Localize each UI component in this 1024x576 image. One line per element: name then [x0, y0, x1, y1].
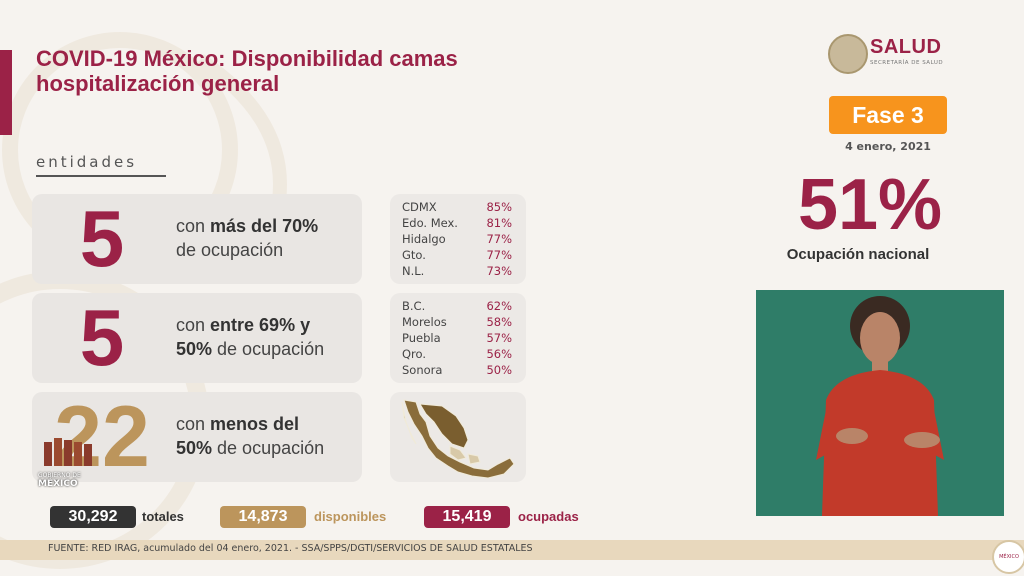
state-name: Sonora: [402, 363, 443, 377]
phase-badge: Fase 3: [829, 96, 947, 134]
group-card-under-50: 22 con menos del 50% de ocupación: [32, 388, 362, 485]
salud-brand-sub: SECRETARÍA DE SALUD: [870, 60, 944, 66]
list-item: Puebla 57%: [402, 331, 512, 347]
list-item: Sonora 50%: [402, 363, 512, 379]
list-item: Qro. 56%: [402, 347, 512, 363]
state-pct: 73%: [486, 264, 512, 278]
desc-bold: más del 70%: [210, 216, 319, 236]
mexico-map-icon: [401, 399, 515, 479]
state-name: N.L.: [402, 264, 425, 278]
gobierno-seal-icon: [44, 438, 92, 466]
national-occupancy-label: Ocupación nacional: [786, 246, 930, 263]
group-card-over-70: 5 con más del 70% de ocupación: [32, 194, 362, 284]
desc-bold-2: 50%: [176, 438, 213, 458]
page-title: COVID-19 México: Disponibilidad camas ho…: [36, 46, 556, 96]
list-item: N.L. 73%: [402, 264, 512, 280]
list-item: Edo. Mex. 81%: [402, 216, 512, 232]
gobierno-corner-logo: MÉXICO: [992, 540, 1024, 574]
state-name: Edo. Mex.: [402, 216, 458, 230]
desc-bold: menos del: [210, 414, 300, 434]
desc-prefix: con: [176, 315, 211, 335]
state-pct: 85%: [486, 200, 512, 214]
list-item: Morelos 58%: [402, 315, 512, 331]
states-list-50-69: B.C. 62% Morelos 58% Puebla 57% Qro. 56% Son…: [390, 293, 526, 383]
list-item: Hidalgo 77%: [402, 232, 512, 248]
desc-suffix: de ocupación: [176, 240, 284, 260]
source-note: FUENTE: RED IRAG, acumulado del 04 enero…: [48, 543, 533, 554]
sign-language-interpreter-video: [756, 290, 1004, 516]
gobierno-logo: GOBIERNO DE MÉXICO: [38, 432, 102, 492]
desc-suffix: de ocupación: [212, 339, 325, 359]
group-description: con más del 70% de ocupación: [176, 214, 366, 262]
state-pct: 50%: [486, 363, 512, 377]
state-pct: 77%: [486, 248, 512, 262]
state-pct: 57%: [486, 331, 512, 345]
state-name: Gto.: [402, 248, 426, 262]
state-name: Hidalgo: [402, 232, 446, 246]
corner-logo-text: MÉXICO: [999, 554, 1019, 560]
desc-suffix: de ocupación: [212, 438, 325, 458]
states-list-over-70: CDMX 85% Edo. Mex. 81% Hidalgo 77% Gto. 77% …: [390, 194, 526, 284]
total-beds-label: totales: [142, 509, 184, 524]
list-item: CDMX 85%: [402, 200, 512, 216]
state-name: Morelos: [402, 315, 447, 329]
state-name: Qro.: [402, 347, 427, 361]
state-pct: 62%: [486, 299, 512, 313]
state-pct: 56%: [486, 347, 512, 361]
gobierno-line-1: GOBIERNO DE: [38, 472, 81, 479]
desc-bold-2: 50%: [176, 339, 213, 359]
national-seal-icon: [828, 34, 868, 74]
group-description: con entre 69% y 50% de ocupación: [176, 313, 366, 361]
state-pct: 77%: [486, 232, 512, 246]
group-count: 5: [79, 194, 125, 283]
state-pct: 81%: [486, 216, 512, 230]
state-name: CDMX: [402, 200, 437, 214]
title-line-1: COVID-19 México: Disponibilidad camas: [36, 46, 458, 71]
interpreter-figure: [816, 296, 944, 516]
group-count: 5: [79, 293, 125, 382]
desc-prefix: con: [176, 414, 211, 434]
national-occupancy-value: 51%: [797, 165, 943, 245]
section-label: entidades: [36, 153, 166, 177]
group-description: con menos del 50% de ocupación: [176, 412, 366, 460]
group-card-50-69: 5 con entre 69% y 50% de ocupación: [32, 293, 362, 383]
state-name: B.C.: [402, 299, 426, 313]
list-item: Gto. 77%: [402, 248, 512, 264]
report-date: 4 enero, 2021: [845, 140, 931, 153]
desc-bold: entre 69% y: [210, 315, 311, 335]
desc-prefix: con: [176, 216, 211, 236]
total-beds-value: 30,292: [50, 506, 136, 528]
list-item: B.C. 62%: [402, 299, 512, 315]
group-count: 22: [54, 388, 150, 485]
title-line-2: hospitalización general: [36, 71, 280, 96]
salud-brand-name: SALUD: [870, 36, 942, 58]
gobierno-line-2: MÉXICO: [38, 479, 78, 489]
occupied-beds-value: 15,419: [424, 506, 510, 528]
occupied-beds-label: ocupadas: [518, 509, 579, 524]
available-beds-label: disponibles: [314, 509, 387, 524]
footer-bar: FUENTE: RED IRAG, acumulado del 04 enero…: [0, 540, 1024, 560]
state-name: Puebla: [402, 331, 441, 345]
salud-logo: SALUD SECRETARÍA DE SALUD: [828, 34, 952, 74]
accent-bar: [0, 50, 12, 135]
available-beds-value: 14,873: [220, 506, 306, 528]
mexico-map-box: [390, 392, 526, 482]
state-pct: 58%: [486, 315, 512, 329]
